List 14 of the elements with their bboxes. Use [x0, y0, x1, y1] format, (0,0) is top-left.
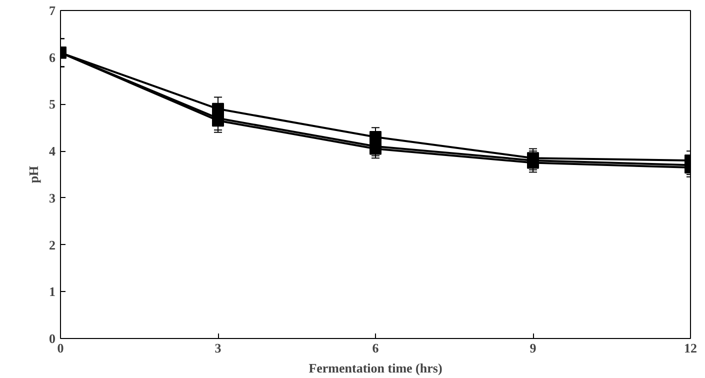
x-tick-label: 6 [372, 340, 380, 356]
y-tick-label: 7 [49, 3, 56, 18]
y-tick-label: 0 [49, 331, 56, 346]
y-tick-label: 2 [49, 237, 56, 252]
y-tick-label: 5 [49, 96, 56, 112]
y-tick-label: 3 [49, 190, 56, 206]
y-tick-label: 1 [49, 284, 56, 300]
x-tick-label: 3 [214, 340, 222, 356]
x-axis-title: Fermentation time (hrs) [308, 360, 442, 376]
y-tick-label: 4 [49, 144, 56, 159]
x-tick-label: 12 [684, 340, 697, 356]
y-axis-title: pH [26, 166, 41, 184]
x-tick-label: 9 [530, 340, 537, 356]
y-tick-label: 6 [49, 50, 56, 65]
